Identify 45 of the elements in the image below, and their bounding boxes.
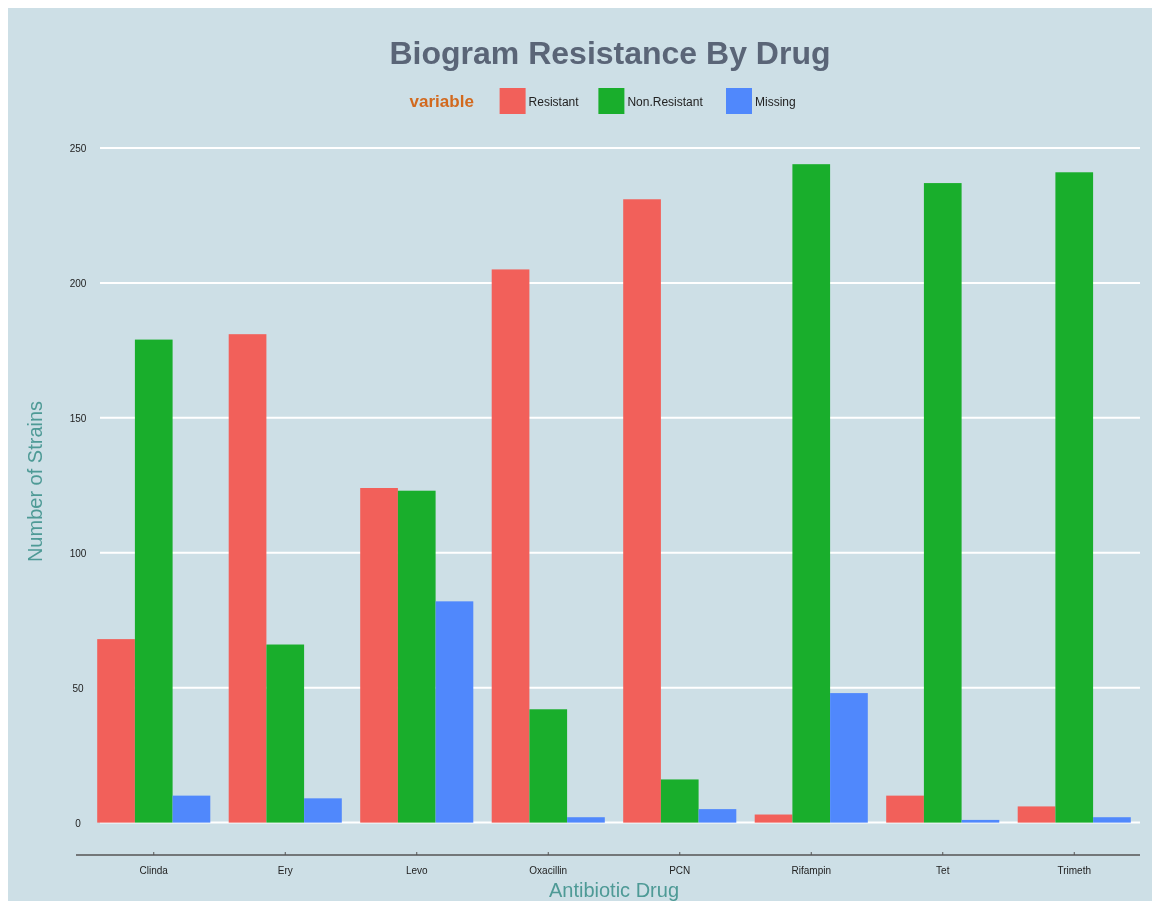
x-tick-label: Ery (277, 865, 293, 876)
chart-title: Biogram Resistance By Drug (389, 35, 831, 71)
bar (961, 819, 1000, 823)
bar (134, 339, 173, 823)
x-tick-label: PCN (669, 865, 691, 876)
x-tick-label: Levo (405, 865, 429, 876)
y-tick-label: 50 (72, 682, 84, 694)
bar (172, 795, 211, 823)
bar (1017, 806, 1056, 823)
bar (491, 269, 530, 823)
bar (660, 779, 699, 823)
x-tick-label: Tet (936, 865, 950, 876)
legend-label: Resistant (528, 95, 580, 109)
bar (529, 709, 568, 823)
y-tick-label: 0 (75, 817, 82, 829)
x-tick-label: Trimeth (1057, 865, 1092, 876)
y-tick-label: 250 (69, 143, 87, 154)
y-tick-label: 150 (69, 412, 87, 424)
bar (923, 183, 962, 823)
bar (266, 644, 305, 823)
bar (830, 693, 868, 823)
bar (792, 164, 831, 823)
bar (228, 334, 267, 823)
bar (886, 795, 924, 823)
y-tick-label: 100 (69, 547, 87, 559)
legend-label: Non.Resistant (627, 95, 704, 109)
bar (623, 199, 661, 823)
bar (1055, 172, 1094, 823)
x-axis-title: Antibiotic Drug (548, 879, 680, 901)
legend-label: Missing (755, 95, 796, 109)
bar (97, 639, 135, 823)
bar (397, 490, 436, 823)
bar (1093, 817, 1131, 823)
bar (567, 817, 605, 823)
bar (435, 601, 474, 823)
x-tick-label: Oxacillin (529, 865, 568, 876)
y-tick-label: 200 (69, 277, 87, 289)
bar (360, 488, 398, 823)
bar (754, 814, 793, 823)
x-tick-label: Clinda (139, 865, 169, 876)
bar (698, 809, 737, 823)
x-tick-label: Rifampin (791, 865, 831, 876)
y-axis-title: Number of Strains (24, 400, 46, 563)
legend-title: variable (409, 92, 474, 111)
bar (304, 798, 342, 823)
